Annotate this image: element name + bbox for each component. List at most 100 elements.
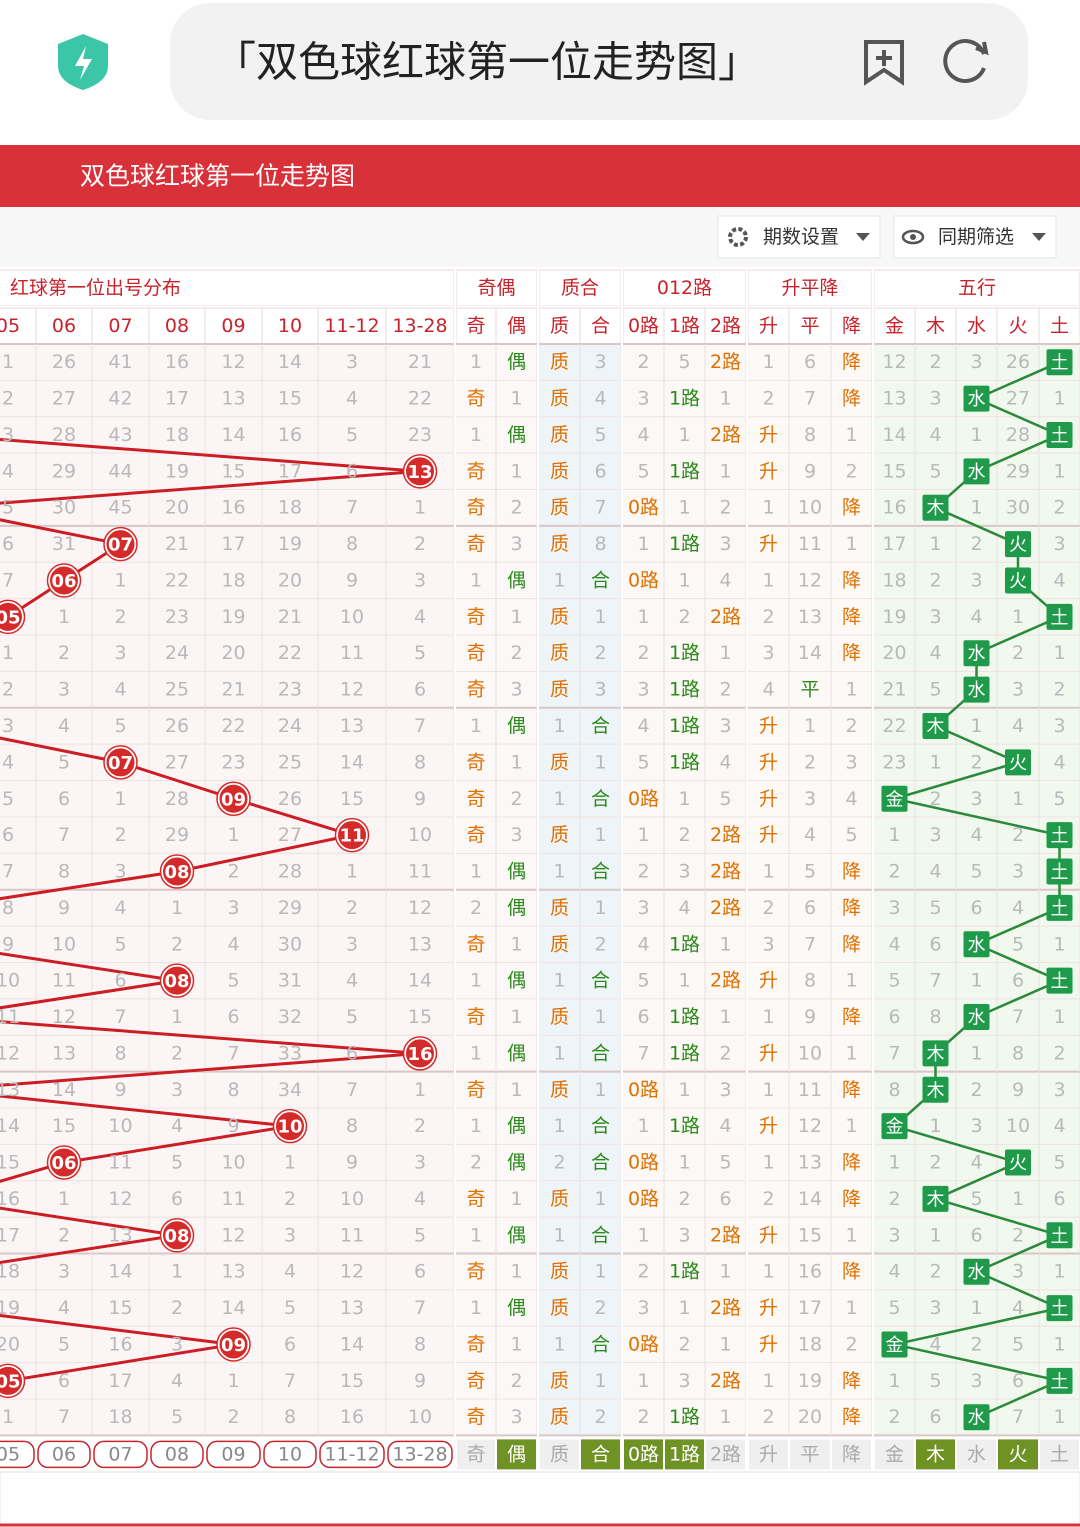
miss-cell: 6 [1012,970,1024,992]
miss-cell: 2 [1012,1224,1024,1246]
miss-cell: 1 [845,424,857,446]
miss-cell: 2 [470,897,482,919]
column-header-cell [204,307,263,345]
miss-cell: 13 [221,388,245,410]
miss-cell: 1 [678,1152,690,1174]
bookmark-icon[interactable] [864,40,904,86]
group-header: 五行 [958,277,996,299]
miss-cell: 11 [108,1152,132,1174]
miss-cell: 4 [346,388,358,410]
miss-cell: 2 [414,533,426,555]
miss-cell: 4 [970,606,982,628]
miss-cell: 12 [52,1006,76,1028]
miss-cell: 5 [1012,1333,1024,1355]
element-box [1005,531,1031,558]
miss-cell: 1 [553,1115,565,1137]
ball-ring [0,1363,26,1399]
miss-cell: 4 [970,824,982,846]
element-box [1005,749,1031,776]
miss-cell: 1 [510,1333,522,1355]
miss-cell: 6 [804,351,816,373]
element-box [1005,1149,1031,1176]
hit-cell: 1路 [669,751,700,773]
miss-cell: 4 [1053,569,1065,591]
miss-cell: 21 [882,679,906,701]
miss-cell: 1 [637,533,649,555]
hit-cell: 降 [842,861,861,883]
miss-cell: 4 [929,861,941,883]
miss-cell: 11 [408,861,432,883]
miss-cell: 14 [52,1079,76,1101]
footer-label: 土 [1050,1443,1069,1465]
element-hit: 土 [1051,1299,1069,1320]
miss-cell: 1 [888,1370,900,1392]
miss-cell: 17 [0,1224,20,1246]
column-header: 水 [967,315,986,337]
ball-number: 06 [51,571,76,592]
element-box [1046,858,1073,885]
miss-cell: 2 [970,533,982,555]
filter-button[interactable] [893,215,1057,259]
refresh-icon[interactable] [943,39,989,83]
miss-cell: 4 [637,933,649,955]
ball-number: 06 [51,1153,76,1174]
hit-cell: 升 [759,1224,778,1246]
column-header: 合 [591,315,610,337]
miss-cell: 3 [414,569,426,591]
miss-cell: 4 [58,715,70,737]
element-box [963,640,990,667]
miss-cell: 3 [171,1079,183,1101]
miss-cell: 1 [888,1152,900,1174]
hit-cell: 降 [842,1079,861,1101]
miss-cell: 3 [970,569,982,591]
miss-cell: 6 [970,897,982,919]
footer-label: 05 [0,1443,20,1465]
miss-cell: 3 [970,1115,982,1137]
miss-cell: 1 [929,751,941,773]
miss-cell: 1 [594,897,606,919]
hit-cell: 奇 [466,497,485,519]
miss-cell: 2 [845,715,857,737]
miss-cell: 15 [278,388,302,410]
miss-cell: 2 [888,1188,900,1210]
miss-cell: 11 [798,1079,822,1101]
miss-cell: 2 [171,1042,183,1064]
miss-cell: 45 [108,497,132,519]
element-hit: 火 [1009,535,1027,556]
ball-number: 09 [221,1335,246,1356]
footer-label: 奇 [466,1443,485,1465]
element-hit: 水 [968,935,986,956]
column-header: 偶 [507,315,526,337]
miss-cell: 2 [2,679,14,701]
miss-cell: 28 [52,424,76,446]
miss-cell: 15 [52,1115,76,1137]
miss-cell: 1 [58,606,70,628]
miss-cell: 29 [1006,460,1030,482]
miss-cell: 22 [221,715,245,737]
ball [161,964,193,997]
miss-cell: 1 [553,1224,565,1246]
miss-cell: 19 [882,606,906,628]
miss-cell: 4 [1012,897,1024,919]
miss-cell: 1 [929,533,941,555]
footer-pill [319,1440,385,1469]
miss-cell: 13 [340,715,364,737]
miss-cell: 18 [798,1333,822,1355]
footer-label: 合 [591,1443,610,1465]
element-box [922,712,949,739]
miss-cell: 6 [929,933,941,955]
hit-cell: 质 [550,388,569,410]
miss-cell: 1 [762,1152,774,1174]
miss-cell: 5 [888,970,900,992]
miss-cell: 11 [0,1006,20,1028]
miss-cell: 7 [1012,1006,1024,1028]
miss-cell: 9 [804,460,816,482]
miss-cell: 5 [637,970,649,992]
footer-cell [497,1439,536,1470]
miss-cell: 23 [408,424,432,446]
miss-cell: 1 [510,606,522,628]
miss-cell: 3 [58,679,70,701]
miss-cell: 1 [553,1042,565,1064]
miss-cell: 1 [845,533,857,555]
